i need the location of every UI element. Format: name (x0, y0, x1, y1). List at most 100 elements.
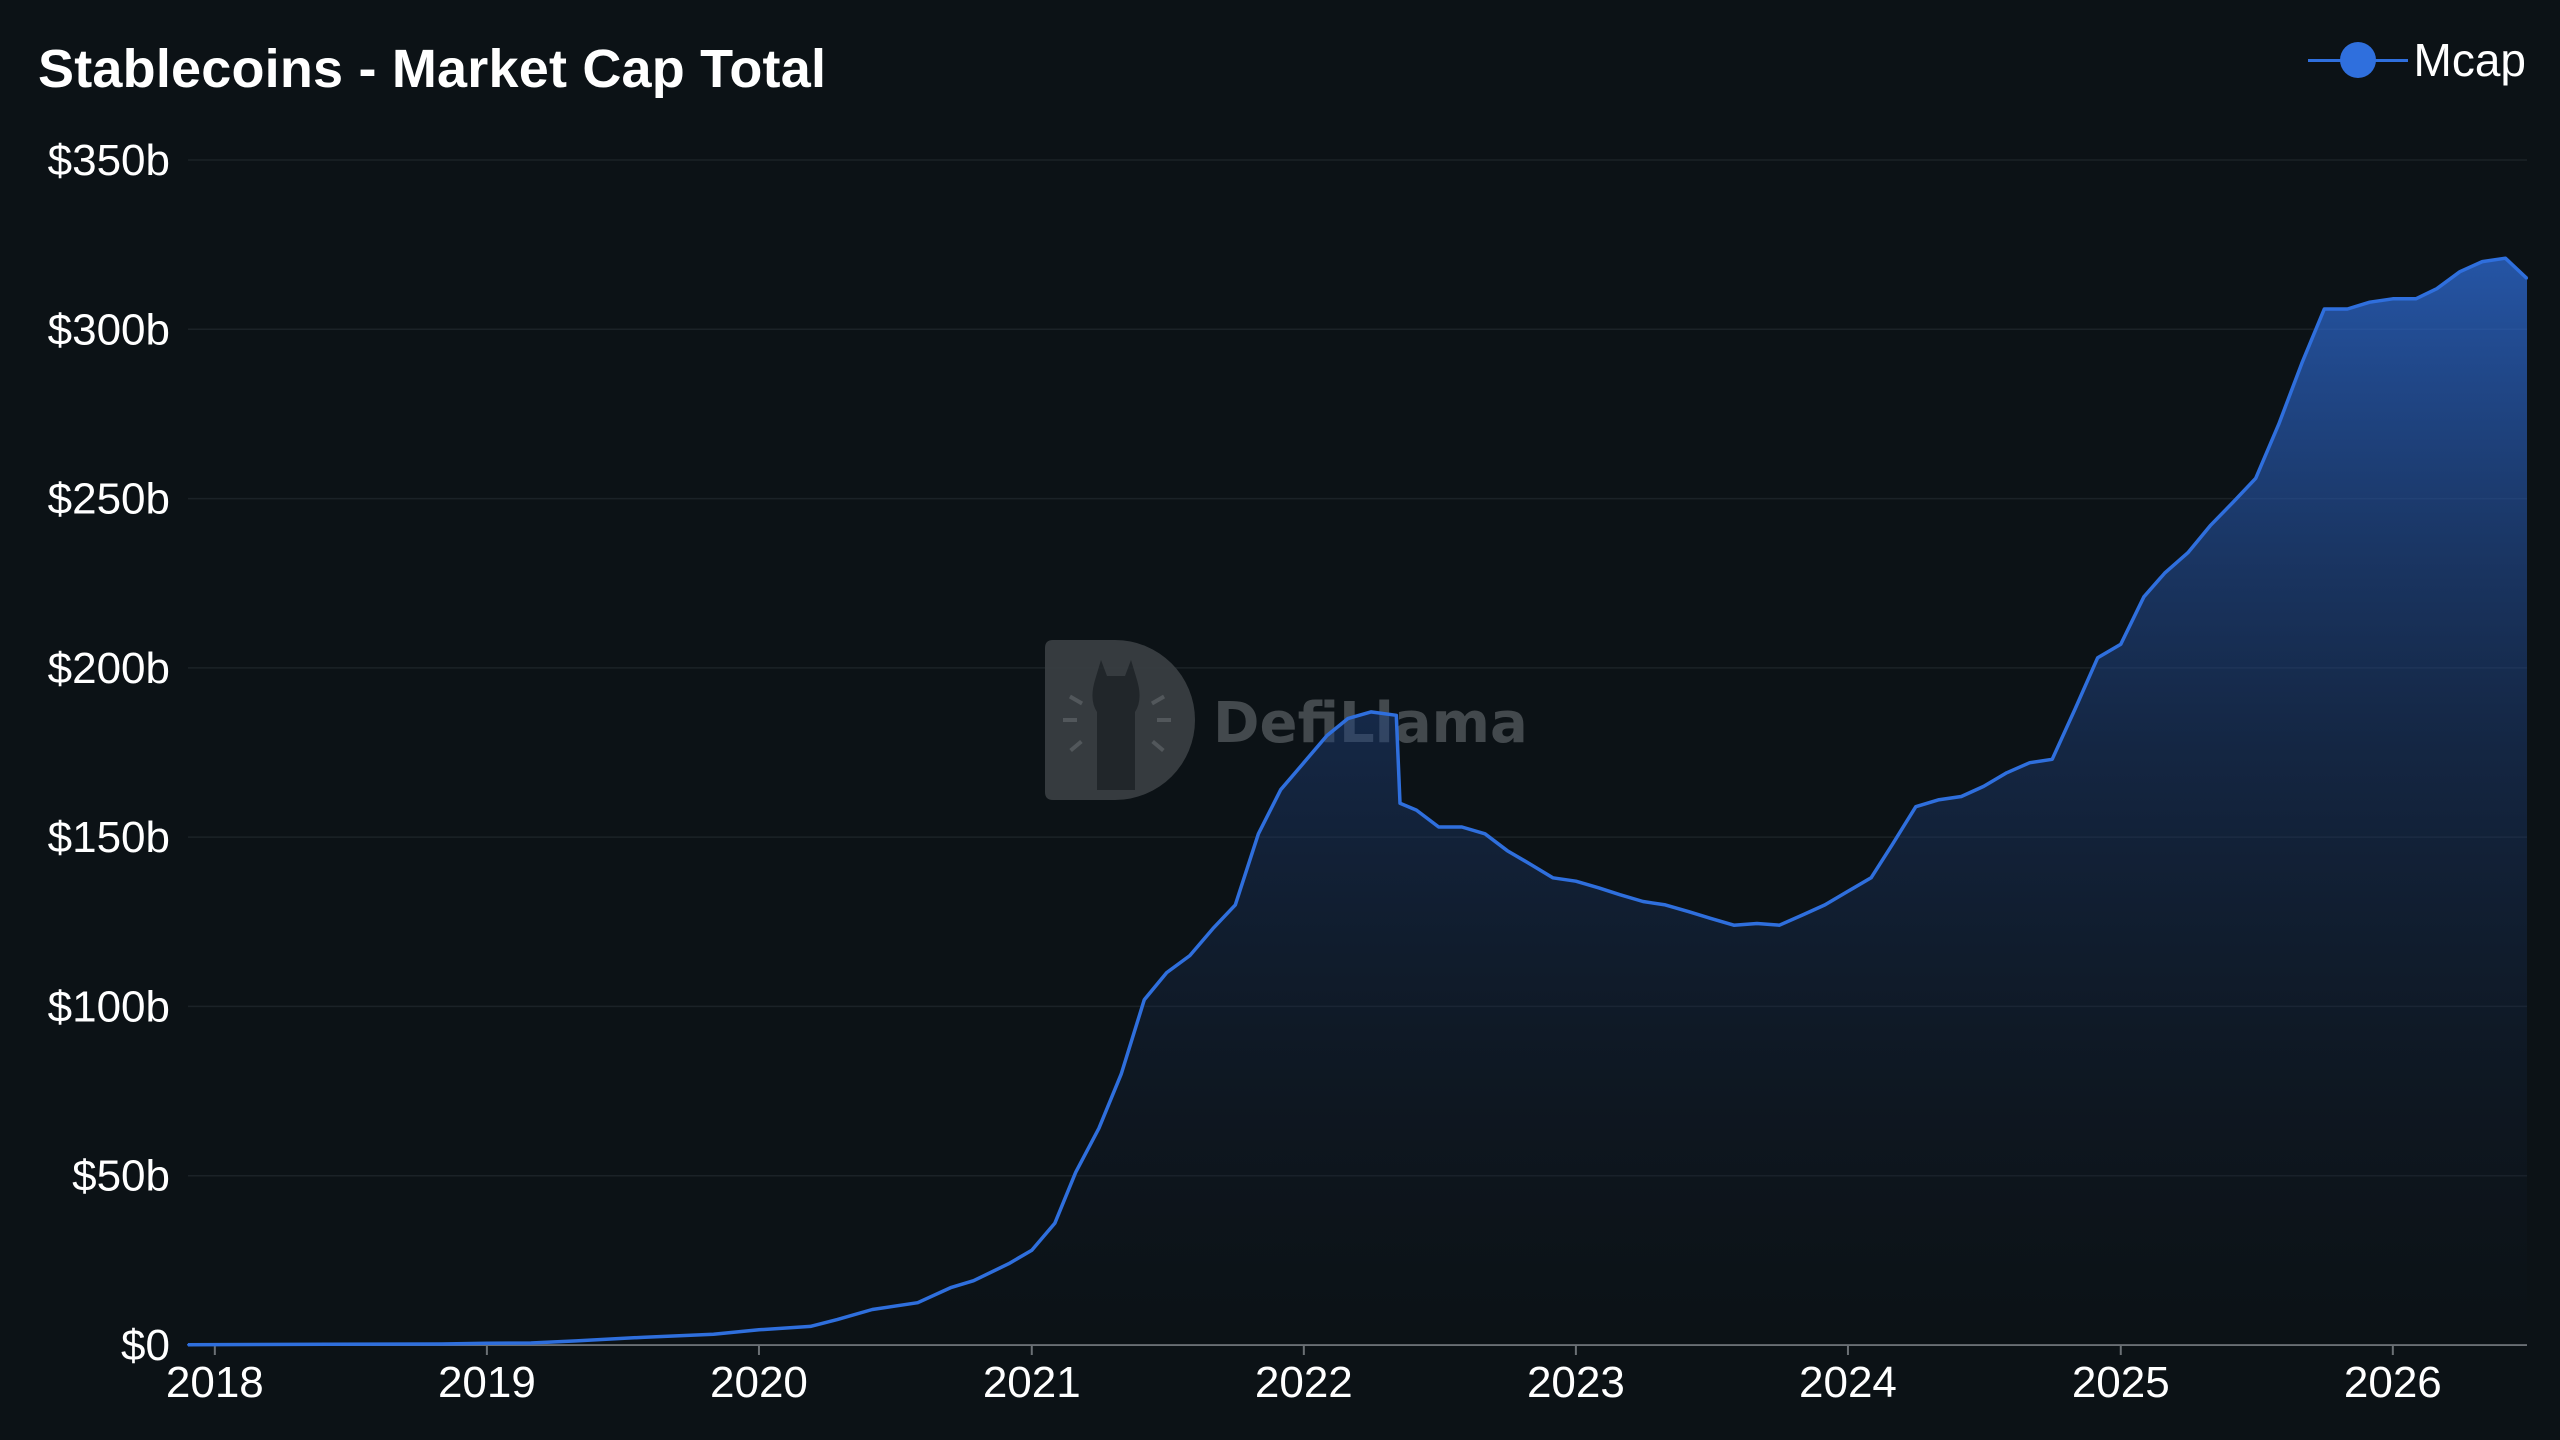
data-point (1369, 710, 1372, 713)
data-point (1778, 924, 1781, 927)
y-tick-label: $0 (121, 1321, 170, 1370)
y-tick-label: $350b (48, 136, 170, 185)
data-point (972, 1279, 975, 1282)
data-point (1165, 971, 1168, 974)
y-tick-label: $150b (48, 813, 170, 862)
x-tick-label: 2026 (2344, 1358, 2442, 1407)
data-point (1484, 832, 1486, 835)
y-tick-label: $300b (48, 305, 170, 354)
x-tick-label: 2021 (983, 1358, 1081, 1407)
y-tick-label: $100b (48, 982, 170, 1031)
data-point (1437, 826, 1440, 828)
data-point (1982, 785, 1985, 788)
data-point (1325, 734, 1328, 737)
data-point (2051, 758, 2054, 761)
x-tick-label: 2019 (438, 1358, 536, 1407)
data-point (2163, 572, 2166, 575)
sparkle-icons (1063, 694, 1171, 753)
llama-icon (1092, 660, 1140, 790)
legend-label: Mcap (2413, 34, 2526, 86)
series-mcap (187, 256, 2529, 1347)
data-point (2391, 297, 2394, 300)
y-tick-label: $200b (48, 644, 170, 693)
data-point (871, 1308, 874, 1311)
data-point (2254, 477, 2257, 480)
data-point (187, 1343, 189, 1346)
data-point (1709, 917, 1712, 920)
data-point (2323, 308, 2326, 310)
data-point (1574, 880, 1577, 883)
data-point (916, 1301, 919, 1304)
data-point (1506, 849, 1509, 852)
data-point (1415, 809, 1418, 812)
series-line-mcap (187, 256, 2529, 1347)
data-point (1960, 795, 1963, 798)
data-point (1399, 802, 1401, 805)
data-point (1007, 1262, 1010, 1265)
data-point (643, 1336, 646, 1339)
x-tick-label: 2022 (1255, 1358, 1353, 1407)
data-point (2277, 423, 2280, 426)
data-point (2346, 308, 2349, 310)
x-tick-label: 2018 (166, 1358, 264, 1407)
data-point (1891, 842, 1894, 845)
data-point (326, 1343, 329, 1346)
data-point (1053, 1222, 1056, 1225)
data-point (2458, 270, 2461, 273)
data-point (1234, 903, 1237, 906)
data-point (2232, 501, 2235, 503)
data-point (2300, 362, 2303, 365)
data-point (1598, 886, 1600, 889)
data-point (1346, 717, 1349, 720)
y-tick-label: $250b (48, 475, 170, 524)
data-point (758, 1328, 760, 1331)
x-tick-label: 2020 (710, 1358, 808, 1407)
data-point (1188, 954, 1191, 957)
data-point (1120, 1073, 1123, 1076)
data-point (575, 1339, 578, 1342)
data-point (1551, 876, 1554, 879)
chart-title: Stablecoins - Market Cap Total (38, 39, 827, 99)
data-point (1687, 910, 1690, 913)
y-tick-label: $50b (72, 1152, 170, 1201)
data-point (836, 1318, 839, 1321)
data-point (1395, 714, 1398, 717)
data-point (2209, 524, 2212, 527)
legend-marker (2307, 30, 2408, 90)
data-point (1143, 998, 1146, 1001)
data-point (2368, 301, 2371, 304)
data-point (1074, 1171, 1077, 1174)
data-point (2481, 260, 2484, 263)
data-point (2005, 771, 2008, 774)
data-point (1279, 788, 1282, 791)
data-point (1211, 927, 1214, 930)
data-point (1937, 798, 1940, 801)
data-point (1257, 832, 1260, 835)
data-point (2074, 707, 2077, 710)
data-point (1801, 914, 1804, 916)
data-point (2414, 297, 2417, 300)
legend-dot (2339, 42, 2376, 78)
data-point (440, 1343, 443, 1345)
data-point (1618, 893, 1621, 896)
data-point (1460, 826, 1463, 828)
data-point (485, 1342, 488, 1345)
data-point (1642, 900, 1644, 903)
data-point (1732, 924, 1735, 927)
data-point (1664, 903, 1667, 906)
data-point (1823, 903, 1826, 906)
legend-item-mcap[interactable]: Mcap (2307, 30, 2526, 90)
data-point (2119, 643, 2122, 646)
data-point (1097, 1127, 1100, 1130)
data-point (1870, 876, 1873, 879)
data-point (950, 1286, 953, 1289)
data-point (2142, 595, 2145, 598)
data-point (2526, 277, 2528, 280)
data-point (1756, 922, 1758, 925)
data-point (2186, 551, 2189, 554)
data-point (1529, 863, 1532, 866)
data-point (1914, 805, 1917, 808)
defillama-watermark: DefiLlama (1045, 640, 1528, 800)
series-area-mcap (188, 258, 2527, 1346)
